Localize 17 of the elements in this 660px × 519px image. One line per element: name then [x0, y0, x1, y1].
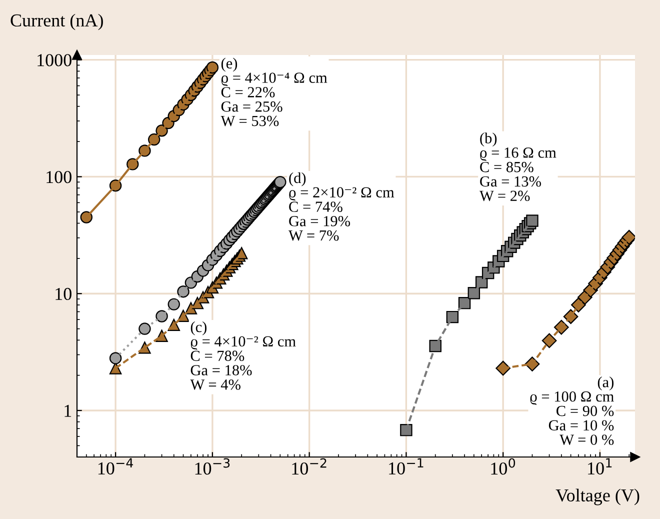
x-tick-label: 10$^{1}$: [588, 458, 612, 474]
y-tick-label: 1: [64, 404, 72, 417]
y-tick-label: 100: [46, 170, 72, 184]
x-tick-label: 10$^{−3}$: [195, 458, 230, 475]
annotation: (b) ϱ = 16 Ω cm C = 85% Ga = 13% W = 2%: [479, 132, 556, 202]
annotation: (d) ϱ = 2×10⁻² Ω cm C = 74% Ga = 19% W = 7%: [288, 172, 394, 241]
x-tick-label: 10$^{−2}$: [292, 458, 326, 475]
x-tick-label: 10$^{−4}$: [98, 458, 134, 474]
x-tick-label: 10$^{0}$: [491, 458, 516, 475]
annotation: (c) ϱ = 4×10⁻² Ω cm C = 78% Ga = 18% W = 4%: [190, 321, 296, 390]
x-tick-label: 10$^{−1}$: [389, 458, 424, 474]
x-axis-title: Voltage (V): [556, 488, 640, 506]
y-tick-label: 10: [56, 288, 72, 300]
y-axis-title: Current (nA): [10, 14, 103, 30]
annotation: (e) ϱ = 4×10⁻⁴ Ω cm C = 22% Ga = 25% W = 53%: [220, 58, 328, 126]
annotation: (a) ϱ = 100 Ω cm C = 90 % Ga = 10 % W = 0 %: [530, 376, 614, 445]
y-tick-label: 1000: [38, 54, 72, 66]
